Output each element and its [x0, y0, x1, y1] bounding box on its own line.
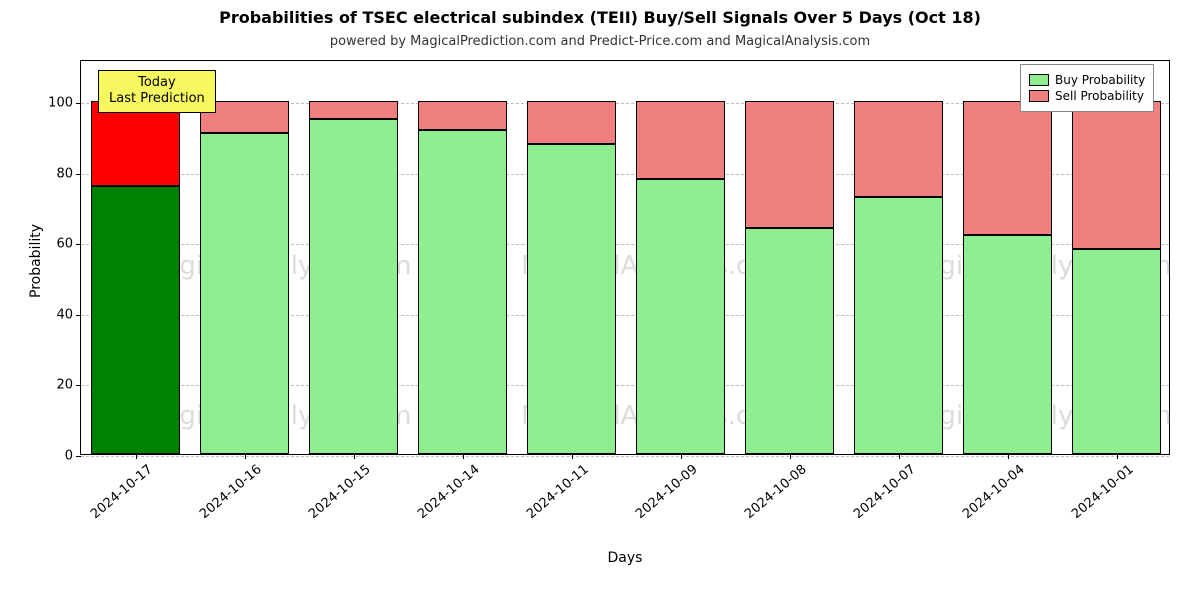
ytick-label: 100	[33, 96, 73, 111]
bar-buy	[854, 197, 943, 454]
xtick-mark	[681, 454, 682, 459]
ytick-mark	[76, 174, 81, 175]
bar-slot	[91, 59, 180, 454]
xtick-label: 2024-10-11	[520, 462, 591, 525]
bar-slot	[527, 59, 616, 454]
bar-slot	[418, 59, 507, 454]
today-annotation: Today Last Prediction	[98, 70, 216, 113]
xtick-mark	[245, 454, 246, 459]
ytick-label: 0	[33, 449, 73, 464]
xtick-label: 2024-10-09	[629, 462, 700, 525]
legend: Buy Probability Sell Probability	[1020, 64, 1154, 112]
xtick-mark	[899, 454, 900, 459]
xtick-mark	[790, 454, 791, 459]
xtick-label: 2024-10-15	[302, 462, 373, 525]
bar-slot	[1072, 59, 1161, 454]
legend-item-buy: Buy Probability	[1029, 73, 1145, 87]
xtick-mark	[1117, 454, 1118, 459]
xtick-mark	[572, 454, 573, 459]
bar-sell	[1072, 101, 1161, 249]
xtick-label: 2024-10-07	[847, 462, 918, 525]
xtick-label: 2024-10-14	[411, 462, 482, 525]
bar-sell	[636, 101, 725, 179]
bar-sell	[91, 101, 180, 186]
x-axis-label: Days	[80, 550, 1170, 566]
ytick-label: 20	[33, 378, 73, 393]
legend-swatch-sell	[1029, 90, 1049, 102]
bar-slot	[963, 59, 1052, 454]
bar-sell	[963, 101, 1052, 235]
plot-area: 020406080100MagicalAnalysis.comMagicalAn…	[80, 60, 1170, 455]
bar-buy	[418, 130, 507, 454]
bar-slot	[745, 59, 834, 454]
legend-swatch-buy	[1029, 74, 1049, 86]
xtick-mark	[136, 454, 137, 459]
bar-buy	[1072, 249, 1161, 454]
bar-sell	[854, 101, 943, 196]
xtick-mark	[354, 454, 355, 459]
legend-label-buy: Buy Probability	[1055, 73, 1145, 87]
ytick-label: 40	[33, 307, 73, 322]
ytick-mark	[76, 244, 81, 245]
ytick-mark	[76, 315, 81, 316]
bar-buy	[636, 179, 725, 454]
bar-buy	[309, 119, 398, 454]
chart-subtitle: powered by MagicalPrediction.com and Pre…	[0, 34, 1200, 49]
bar-sell	[527, 101, 616, 143]
bar-sell	[418, 101, 507, 129]
bar-buy	[91, 186, 180, 454]
legend-item-sell: Sell Probability	[1029, 89, 1145, 103]
bar-slot	[854, 59, 943, 454]
ytick-mark	[76, 103, 81, 104]
xtick-mark	[463, 454, 464, 459]
chart-container: Probabilities of TSEC electrical subinde…	[0, 0, 1200, 600]
xtick-label: 2024-10-04	[956, 462, 1027, 525]
ytick-label: 80	[33, 166, 73, 181]
bar-sell	[745, 101, 834, 228]
bar-buy	[527, 144, 616, 454]
today-annotation-line1: Today	[109, 75, 205, 91]
bar-sell	[309, 101, 398, 119]
legend-label-sell: Sell Probability	[1055, 89, 1144, 103]
bar-slot	[200, 59, 289, 454]
xtick-label: 2024-10-17	[84, 462, 155, 525]
ytick-mark	[76, 456, 81, 457]
today-annotation-line2: Last Prediction	[109, 91, 205, 107]
bar-buy	[745, 228, 834, 454]
xtick-label: 2024-10-08	[738, 462, 809, 525]
xtick-label: 2024-10-16	[193, 462, 264, 525]
bar-slot	[636, 59, 725, 454]
bar-slot	[309, 59, 398, 454]
bar-buy	[963, 235, 1052, 454]
ytick-mark	[76, 385, 81, 386]
y-axis-label: Probability	[28, 223, 44, 297]
chart-title: Probabilities of TSEC electrical subinde…	[0, 8, 1200, 27]
bar-buy	[200, 133, 289, 454]
xtick-mark	[1008, 454, 1009, 459]
xtick-label: 2024-10-01	[1065, 462, 1136, 525]
